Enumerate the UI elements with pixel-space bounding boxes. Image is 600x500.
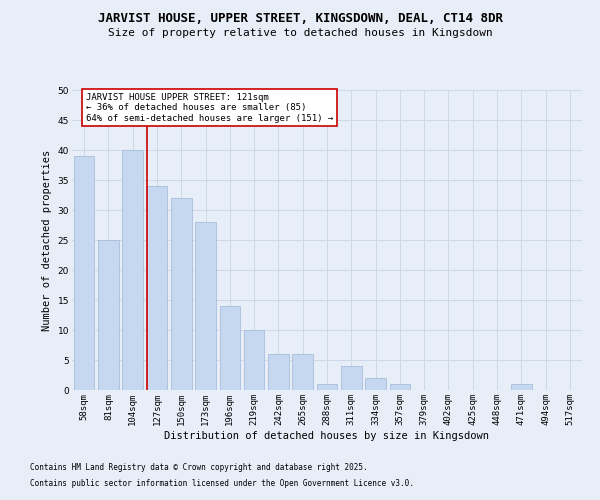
Bar: [511, 384, 532, 390]
Text: Contains public sector information licensed under the Open Government Licence v3: Contains public sector information licen…: [30, 478, 414, 488]
Y-axis label: Number of detached properties: Number of detached properties: [42, 150, 52, 330]
Bar: [146, 186, 167, 390]
Bar: [365, 378, 386, 390]
Text: JARVIST HOUSE, UPPER STREET, KINGSDOWN, DEAL, CT14 8DR: JARVIST HOUSE, UPPER STREET, KINGSDOWN, …: [97, 12, 503, 26]
Bar: [341, 366, 362, 390]
Bar: [98, 240, 119, 390]
Bar: [389, 384, 410, 390]
Text: JARVIST HOUSE UPPER STREET: 121sqm
← 36% of detached houses are smaller (85)
64%: JARVIST HOUSE UPPER STREET: 121sqm ← 36%…: [86, 93, 333, 123]
Text: Size of property relative to detached houses in Kingsdown: Size of property relative to detached ho…: [107, 28, 493, 38]
Bar: [317, 384, 337, 390]
Bar: [195, 222, 216, 390]
Bar: [220, 306, 240, 390]
Bar: [292, 354, 313, 390]
Text: Contains HM Land Registry data © Crown copyright and database right 2025.: Contains HM Land Registry data © Crown c…: [30, 464, 368, 472]
Bar: [74, 156, 94, 390]
Bar: [268, 354, 289, 390]
Bar: [122, 150, 143, 390]
X-axis label: Distribution of detached houses by size in Kingsdown: Distribution of detached houses by size …: [164, 430, 490, 440]
Bar: [171, 198, 191, 390]
Bar: [244, 330, 265, 390]
